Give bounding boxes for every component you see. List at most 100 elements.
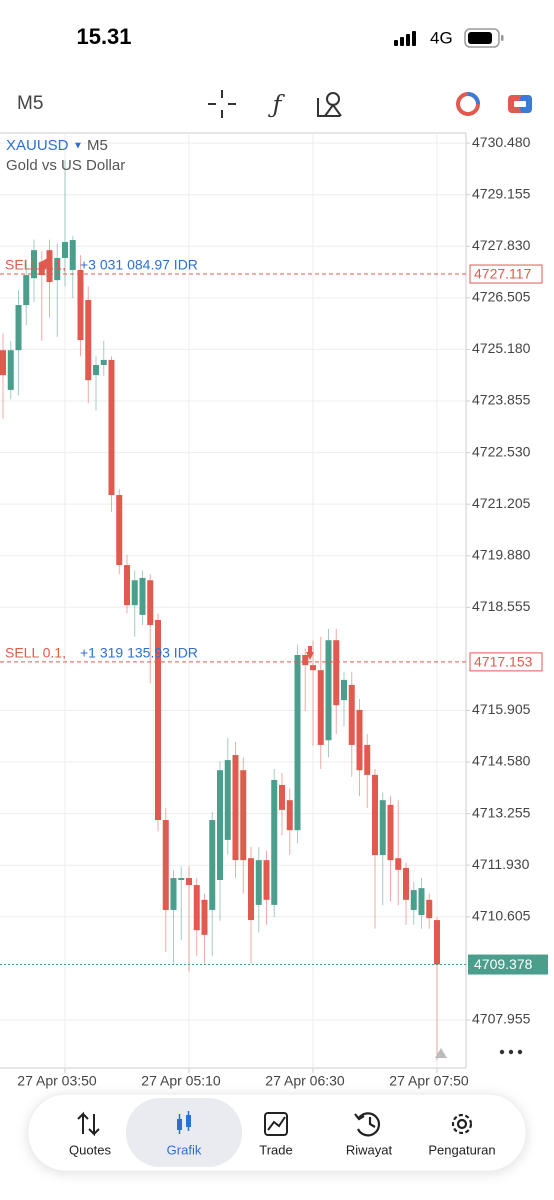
chart-area (0, 132, 470, 1073)
price-box-label: 4717.153 (474, 654, 533, 670)
candle-body (317, 670, 324, 745)
candle-body (162, 820, 169, 910)
candle-body (271, 779, 278, 905)
candle-body (124, 565, 130, 606)
candle-body (356, 709, 363, 771)
candle-body (147, 580, 154, 626)
candle-body (248, 858, 254, 921)
tab-label[interactable]: Grafik (167, 1142, 202, 1157)
candle-body (410, 890, 417, 910)
chart-timeframe: M5 (87, 137, 108, 154)
candle-body (224, 760, 231, 840)
y-tick-label: 4726.505 (472, 289, 531, 305)
tab-label[interactable]: Pengaturan (428, 1142, 495, 1157)
tab-label[interactable]: Trade (259, 1142, 292, 1157)
last-price-box (468, 954, 548, 975)
price-box (469, 652, 543, 672)
y-tick-label: 4723.855 (472, 392, 531, 408)
candle-body (286, 800, 293, 831)
candle-body (178, 878, 185, 880)
y-tick-label: 4719.880 (472, 546, 531, 562)
candle-body (333, 640, 340, 706)
sell-marker (306, 646, 314, 660)
y-tick-label: 4722.530 (472, 443, 531, 459)
candle-body (69, 240, 76, 271)
candle-body (379, 800, 386, 856)
x-tick-label: 27 Apr 07:50 (389, 1073, 469, 1089)
order-side: SELL 0.1, (5, 645, 66, 661)
crosshair-button[interactable] (208, 90, 236, 118)
candle-body (108, 359, 115, 496)
y-tick-label: 4713.255 (472, 804, 531, 820)
candle-body (217, 770, 223, 880)
tab-label[interactable]: Quotes (69, 1142, 111, 1157)
quotes-icon[interactable] (77, 1111, 100, 1137)
objects-button[interactable] (317, 92, 342, 117)
candle-body (403, 867, 409, 900)
candle-body (395, 858, 402, 870)
candle-body (364, 744, 371, 775)
candle-body (170, 878, 177, 910)
signal-icon (394, 31, 416, 46)
candle-body (116, 495, 123, 566)
history-icon[interactable] (354, 1112, 381, 1137)
y-tick-label: 4725.180 (472, 340, 531, 356)
chart-icon[interactable] (177, 1111, 191, 1134)
more-button[interactable] (499, 1049, 523, 1055)
candle-body (186, 878, 192, 886)
x-tick-label: 27 Apr 03:50 (17, 1073, 97, 1089)
candle-body (100, 359, 107, 365)
settings-icon[interactable] (451, 1113, 473, 1135)
candle-body (77, 270, 84, 341)
tab-labels: Quotes Grafik Trade Riwayat Pengaturan (69, 1142, 496, 1157)
candle-body (31, 250, 37, 279)
candle-body (201, 899, 208, 935)
tab-label[interactable]: Riwayat (346, 1142, 393, 1157)
candle-body (372, 774, 378, 856)
y-tick-label: 4711.930 (472, 856, 530, 872)
candle-body (387, 804, 394, 861)
candle-body (310, 665, 316, 671)
timeframe-button[interactable]: M5 (17, 93, 43, 114)
trade-toggle-button[interactable] (456, 92, 480, 116)
candle-body (7, 350, 14, 390)
last-price-label: 4709.378 (474, 956, 533, 972)
candle-body (240, 770, 247, 861)
order-button[interactable] (508, 95, 532, 113)
order-profit: +1 319 135.93 IDR (80, 645, 198, 661)
y-tick-label: 4715.905 (472, 701, 531, 717)
candle-body (93, 364, 99, 376)
order-profit: +3 031 084.97 IDR (80, 257, 198, 273)
candle-body (232, 755, 239, 861)
candle-body (341, 679, 347, 701)
y-tick-label: 4730.480 (472, 134, 531, 150)
x-tick-label: 27 Apr 06:30 (265, 1073, 345, 1089)
y-tick-label: 4707.955 (472, 1011, 531, 1027)
tab-bar (27, 1093, 527, 1172)
status-time: 15.31 (76, 24, 131, 49)
price-box (469, 264, 543, 284)
candle-body (54, 257, 61, 281)
candle-body (426, 899, 433, 919)
candle-body (348, 684, 355, 745)
candle-body (46, 250, 53, 283)
battery-icon (464, 28, 504, 48)
candle-body (209, 820, 216, 910)
candle-body (294, 654, 301, 831)
candle-body (418, 888, 425, 916)
symbol: XAUUSD (6, 137, 69, 154)
y-tick-label: 4727.830 (472, 237, 531, 253)
candle-body (325, 640, 332, 741)
candle-body (155, 619, 161, 821)
trade-icon[interactable] (264, 1112, 288, 1136)
candle-body (0, 350, 6, 376)
price-box-label: 4727.117 (474, 266, 532, 282)
y-tick-label: 4721.205 (472, 495, 531, 511)
indicators-button[interactable]: ƒ (268, 91, 286, 119)
symbol-dropdown[interactable]: ▼ (73, 141, 83, 152)
symbol-description: Gold vs US Dollar (6, 157, 125, 174)
candle-body (62, 241, 68, 258)
sell-marker (40, 257, 50, 271)
